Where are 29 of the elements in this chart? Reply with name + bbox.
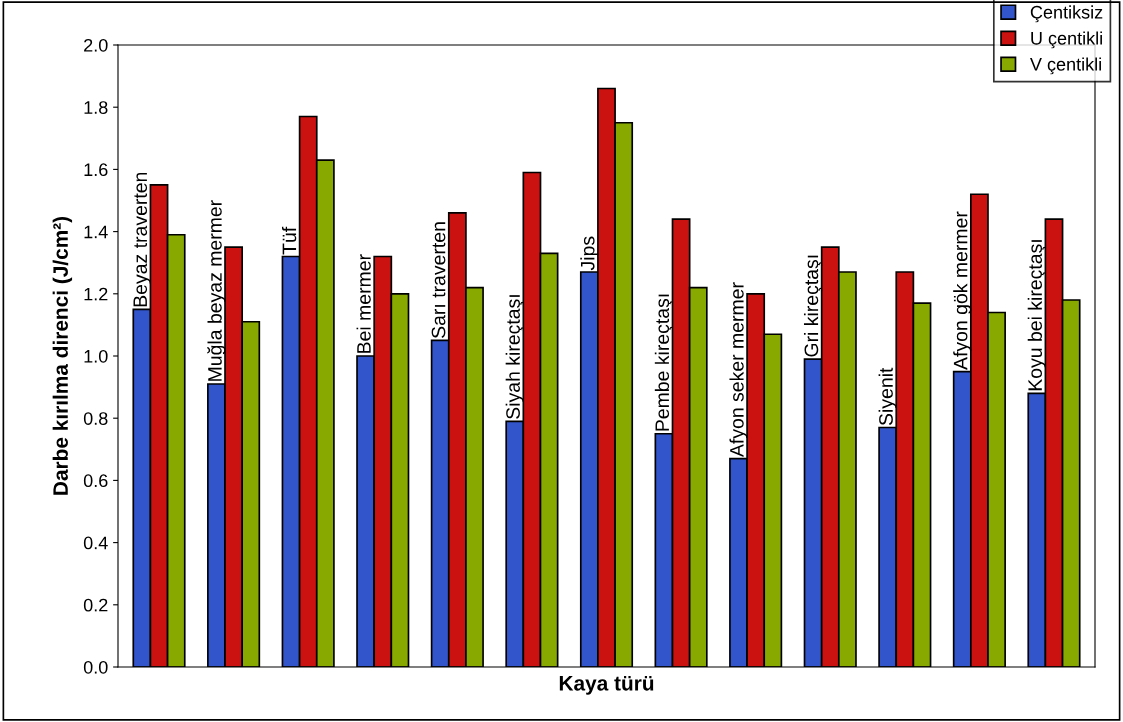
x-tick-label: Siyenit [878, 367, 897, 426]
y-tick-label: 1.2 [84, 287, 108, 301]
x-tick-label: Sarı traverten [431, 222, 446, 339]
x-tick-label: Beyaz traverten [133, 172, 151, 307]
y-tick-label: 1.4 [84, 225, 108, 239]
x-tick-label: Siyah kireçtaşı [505, 295, 524, 419]
x-tick-label: Bei mermer [356, 254, 371, 353]
x-tick-label: Afyon seker mermer [729, 282, 748, 458]
y-tick-label: 0.2 [83, 598, 108, 612]
legend-label: U çentikli [1031, 31, 1102, 49]
y-tick-label: 2.0 [84, 38, 108, 52]
x-axis-title: Kaya türü [559, 676, 654, 695]
y-tick-label: 0.6 [83, 474, 108, 488]
y-tick-label: 0.0 [83, 660, 108, 674]
x-tick-label: Muğla beyaz mermer [207, 200, 226, 381]
y-tick-label: 0.8 [83, 412, 108, 425]
x-tick-label: Tüf [281, 226, 297, 255]
x-tick-label: Pembe kireçtaşı [654, 294, 674, 431]
y-tick-label: 1.0 [84, 349, 108, 363]
x-tick-label: Jips [580, 236, 599, 271]
y-tick-label: 0.4 [83, 536, 108, 550]
y-tick-label: 1.8 [84, 101, 108, 114]
x-tick-label: Gri kireçtaşı [803, 255, 823, 357]
legend-label: V çentikli [1030, 57, 1101, 75]
legend-label: Çentiksiz [1030, 5, 1103, 23]
x-tick-label: Koyu bei kireçtaşı [1027, 240, 1046, 391]
y-tick-label: 1.6 [84, 163, 108, 177]
y-axis-title: Darbe kırılma direnci (J/cm²) [52, 216, 73, 495]
x-tick-label: Afyon gök mermer [953, 211, 972, 370]
